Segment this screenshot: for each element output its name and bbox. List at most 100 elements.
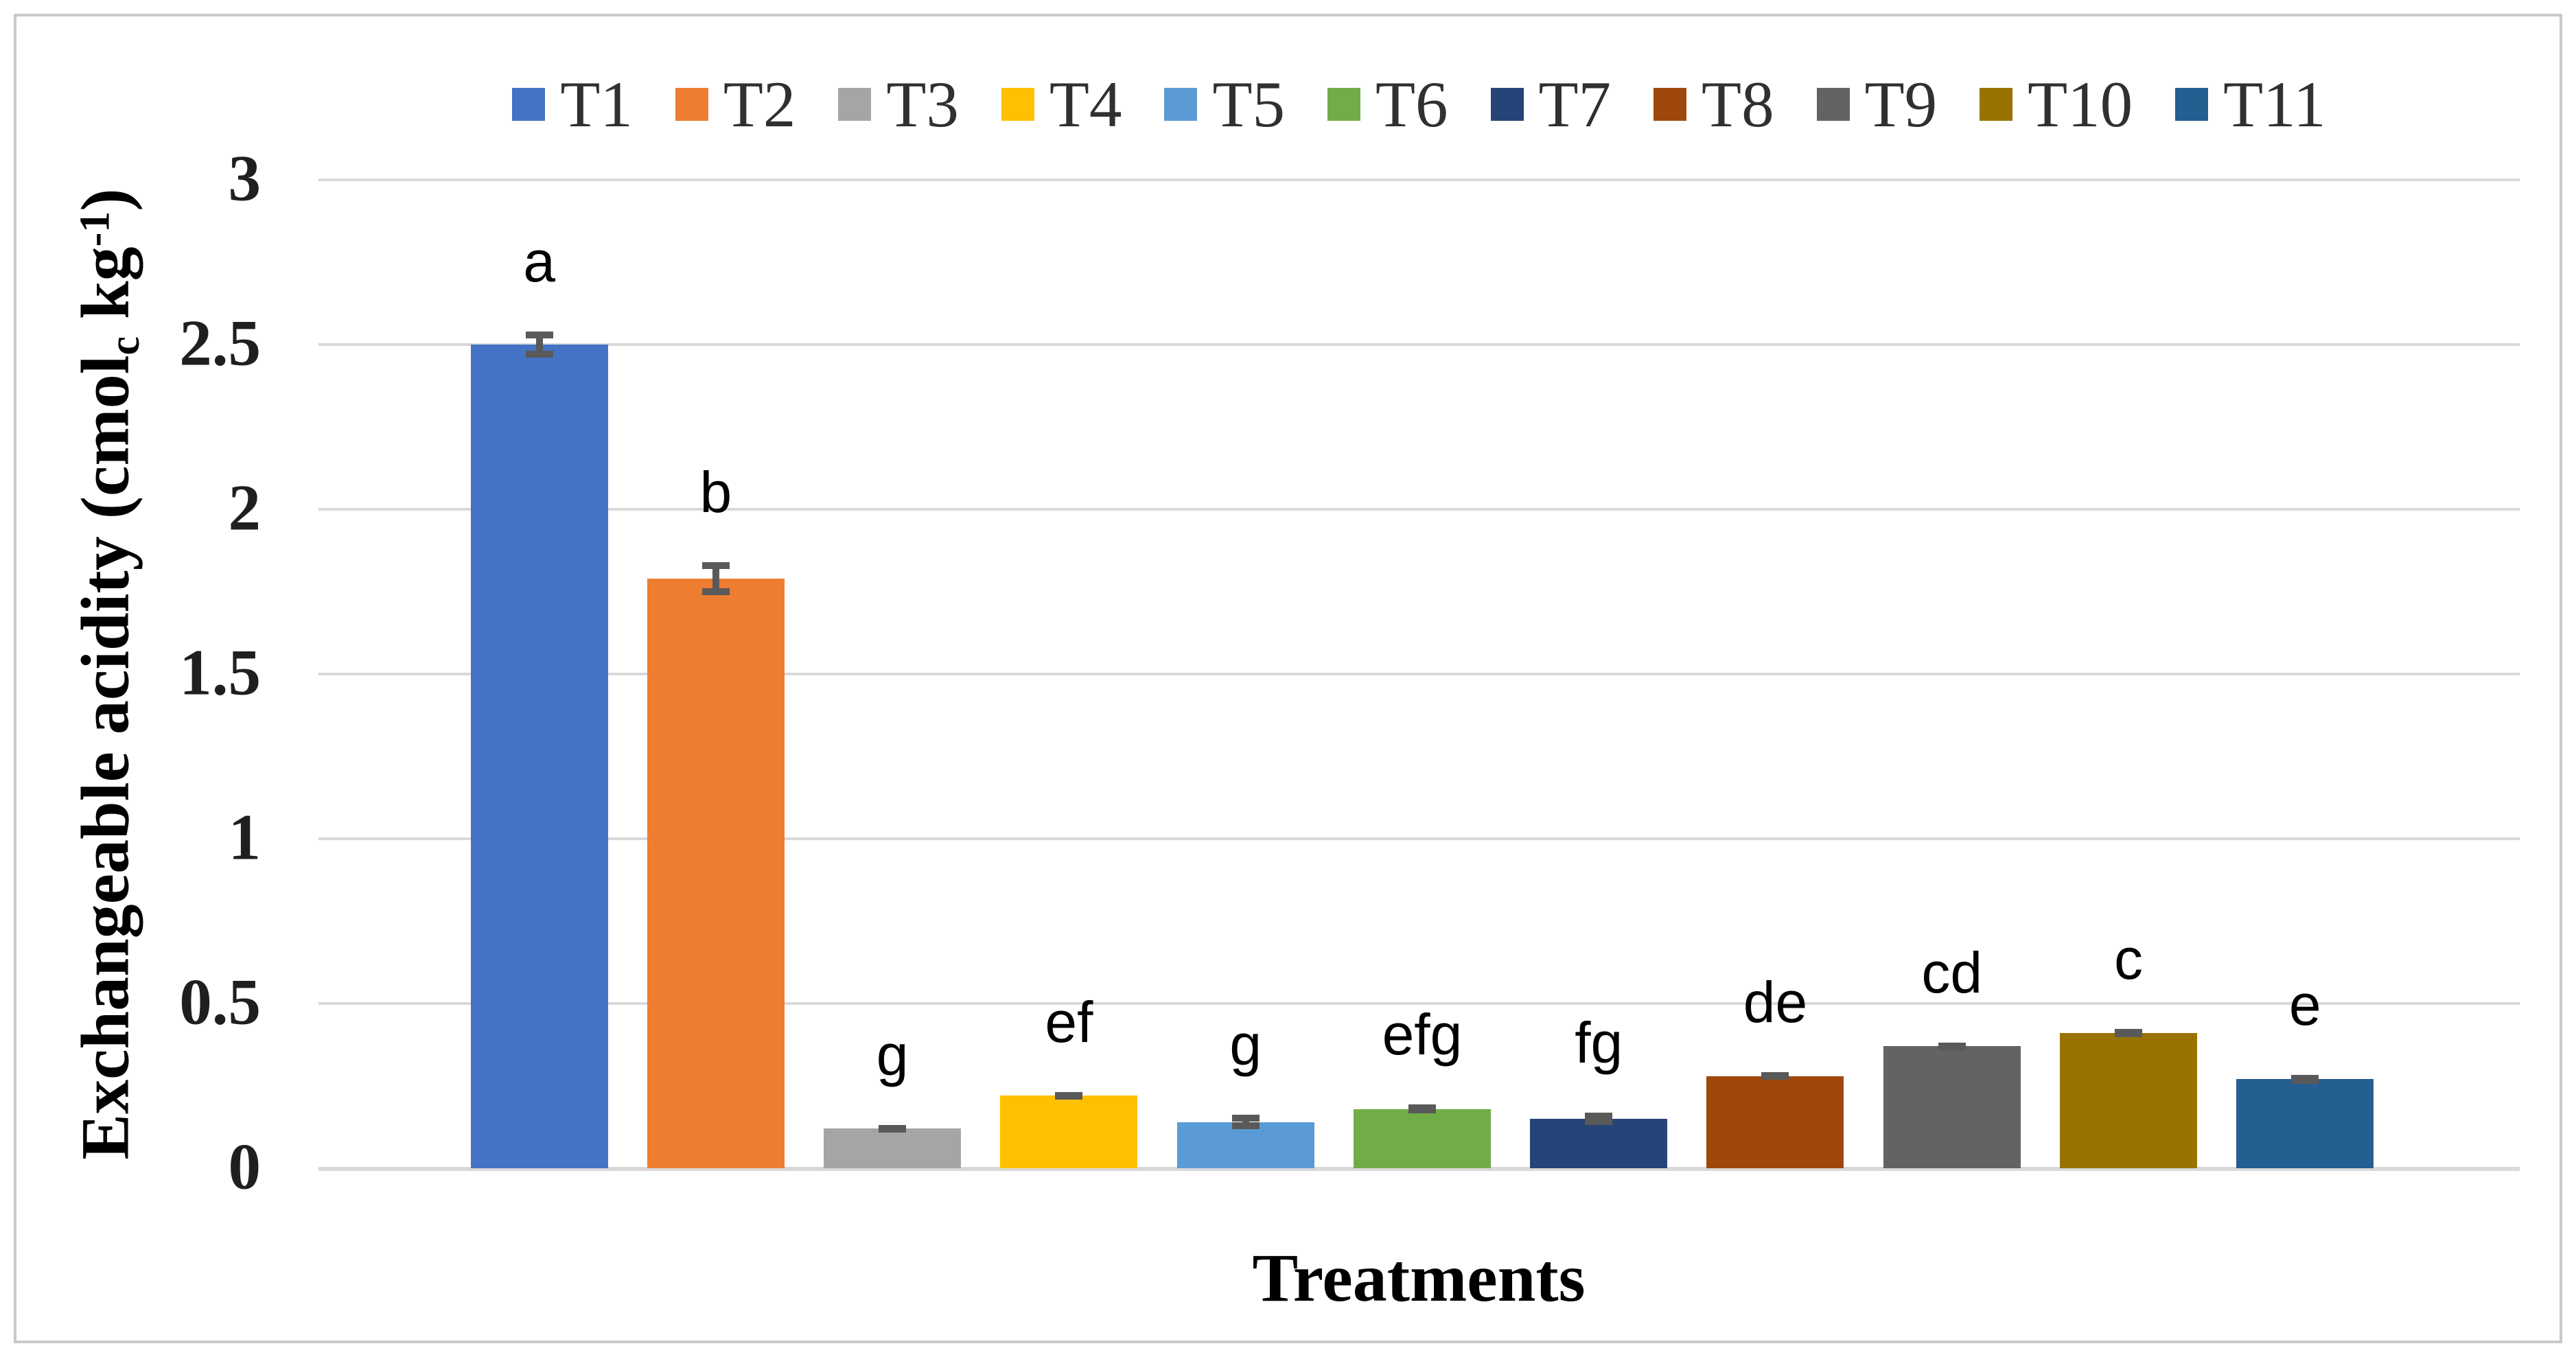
error-bar-line bbox=[535, 331, 543, 358]
error-bar-cap-top bbox=[1585, 1113, 1613, 1120]
legend-swatch-T2 bbox=[675, 88, 708, 121]
error-bar-line bbox=[1242, 1115, 1249, 1130]
legend-label-T3: T3 bbox=[886, 67, 959, 141]
sig-letter-T6: efg bbox=[1382, 1002, 1463, 1067]
error-bar-cap-bottom bbox=[2115, 1030, 2143, 1037]
legend-label-T10: T10 bbox=[2028, 67, 2133, 141]
legend-item-T10: T10 bbox=[1980, 67, 2133, 141]
legend-label-T4: T4 bbox=[1049, 67, 1122, 141]
bar-group-T8: de bbox=[1687, 180, 1864, 1168]
y-axis-title-text: Exchangeable acidity (cmol bbox=[67, 355, 143, 1160]
error-bar-T7 bbox=[1585, 1113, 1613, 1125]
error-bar-cap-top bbox=[701, 561, 730, 569]
bar-T2 bbox=[647, 578, 785, 1168]
error-bar-T1 bbox=[525, 331, 553, 358]
legend-item-T7: T7 bbox=[1490, 67, 1612, 141]
sig-letter-T8: de bbox=[1743, 969, 1808, 1034]
y-tick-label-0: 0 bbox=[228, 1130, 262, 1203]
legend-item-T9: T9 bbox=[1816, 67, 1938, 141]
gridline-1 bbox=[318, 837, 2520, 840]
error-bar-cap-bottom bbox=[701, 588, 730, 595]
sig-letter-T4: ef bbox=[1045, 989, 1093, 1054]
legend-label-T11: T11 bbox=[2223, 67, 2326, 141]
legend-item-T6: T6 bbox=[1327, 67, 1448, 141]
y-tick-label-0.5: 0.5 bbox=[179, 965, 261, 1039]
error-bar-cap-bottom bbox=[879, 1126, 907, 1133]
bar-T8 bbox=[1706, 1076, 1844, 1168]
sig-letter-T3: g bbox=[876, 1022, 909, 1087]
legend-swatch-T11 bbox=[2175, 88, 2209, 121]
y-tick-label-2: 2 bbox=[228, 471, 262, 544]
error-bar-T11 bbox=[2291, 1075, 2319, 1084]
legend-swatch-T5 bbox=[1164, 88, 1198, 121]
error-bar-T9 bbox=[1938, 1042, 1966, 1051]
error-bar-cap-top bbox=[1231, 1115, 1260, 1122]
y-tick-label-3: 3 bbox=[228, 141, 262, 215]
error-bar-cap-bottom bbox=[1408, 1106, 1436, 1113]
error-bar-T10 bbox=[2115, 1029, 2143, 1037]
y-axis-title-text: ) bbox=[67, 188, 143, 211]
y-tick-label-1: 1 bbox=[228, 800, 262, 874]
gridline-1.5 bbox=[318, 673, 2520, 675]
bar-T7 bbox=[1530, 1119, 1668, 1168]
bars-layer: a b g ef g efg fg de cd c e bbox=[451, 180, 2393, 1168]
legend-label-T2: T2 bbox=[723, 67, 796, 141]
bar-group-T2: b bbox=[627, 180, 804, 1168]
legend-swatch-T7 bbox=[1490, 88, 1524, 121]
error-bar-cap-top bbox=[525, 331, 553, 338]
bar-T3 bbox=[824, 1128, 962, 1168]
legend-item-T2: T2 bbox=[675, 67, 796, 141]
bar-group-T7: fg bbox=[1511, 180, 1687, 1168]
legend-label-T1: T1 bbox=[560, 67, 633, 141]
bar-T11 bbox=[2236, 1079, 2374, 1168]
sig-letter-T11: e bbox=[2288, 973, 2321, 1038]
bar-group-T10: c bbox=[2040, 180, 2216, 1168]
legend-item-T8: T8 bbox=[1653, 67, 1774, 141]
bar-T4 bbox=[1000, 1095, 1138, 1168]
legend-label-T7: T7 bbox=[1538, 67, 1612, 141]
error-bar-T6 bbox=[1408, 1104, 1436, 1113]
error-bar-cap-bottom bbox=[1231, 1122, 1260, 1130]
sig-letter-T2: b bbox=[699, 459, 732, 524]
legend-label-T5: T5 bbox=[1212, 67, 1285, 141]
gridlines-layer: 0 0.5 1 1.5 2 2.5 3 bbox=[179, 146, 2520, 1199]
bar-group-T9: cd bbox=[1864, 180, 2040, 1168]
error-bar-T8 bbox=[1761, 1071, 1789, 1080]
legend-swatch-T6 bbox=[1327, 88, 1360, 121]
legend-item-T4: T4 bbox=[1001, 67, 1122, 141]
bar-group-T11: e bbox=[2217, 180, 2393, 1168]
y-axis-title-subscript: c bbox=[101, 336, 148, 356]
error-bar-T5 bbox=[1231, 1115, 1260, 1130]
bar-group-T5: g bbox=[1157, 180, 1334, 1168]
legend-item-T3: T3 bbox=[838, 67, 959, 141]
bar-T5 bbox=[1176, 1122, 1314, 1168]
legend-label-T9: T9 bbox=[1864, 67, 1938, 141]
error-bar-cap-bottom bbox=[1938, 1043, 1966, 1051]
legend-swatch-T8 bbox=[1653, 88, 1687, 121]
error-bar-T4 bbox=[1055, 1091, 1083, 1100]
bar-group-T1: a bbox=[451, 180, 627, 1168]
error-bar-line bbox=[712, 561, 719, 595]
legend-swatch-T4 bbox=[1001, 88, 1034, 121]
legend-label-T8: T8 bbox=[1702, 67, 1774, 141]
legend-item-T1: T1 bbox=[512, 67, 633, 141]
gridline-2.5 bbox=[318, 343, 2520, 346]
bar-T9 bbox=[1883, 1046, 2021, 1168]
gridline-2 bbox=[318, 508, 2520, 511]
bar-T6 bbox=[1353, 1109, 1491, 1168]
bar-group-T3: g bbox=[804, 180, 981, 1168]
sig-letter-T10: c bbox=[2114, 927, 2144, 992]
y-axis-title-text: kg bbox=[67, 246, 143, 336]
gridline-0.5 bbox=[318, 1002, 2520, 1005]
y-axis-title-superscript: -1 bbox=[71, 211, 119, 247]
sig-letter-T9: cd bbox=[1921, 940, 1983, 1005]
bar-group-T6: efg bbox=[1334, 180, 1510, 1168]
bar-group-T4: ef bbox=[981, 180, 1157, 1168]
y-tick-label-2.5: 2.5 bbox=[179, 306, 261, 380]
legend-label-T6: T6 bbox=[1375, 67, 1448, 141]
sig-letter-T1: a bbox=[523, 229, 555, 294]
legend-swatch-T10 bbox=[1980, 88, 2013, 121]
legend-swatch-T3 bbox=[838, 88, 872, 121]
sig-letter-T7: fg bbox=[1575, 1010, 1623, 1076]
error-bar-cap-bottom bbox=[1055, 1093, 1083, 1100]
